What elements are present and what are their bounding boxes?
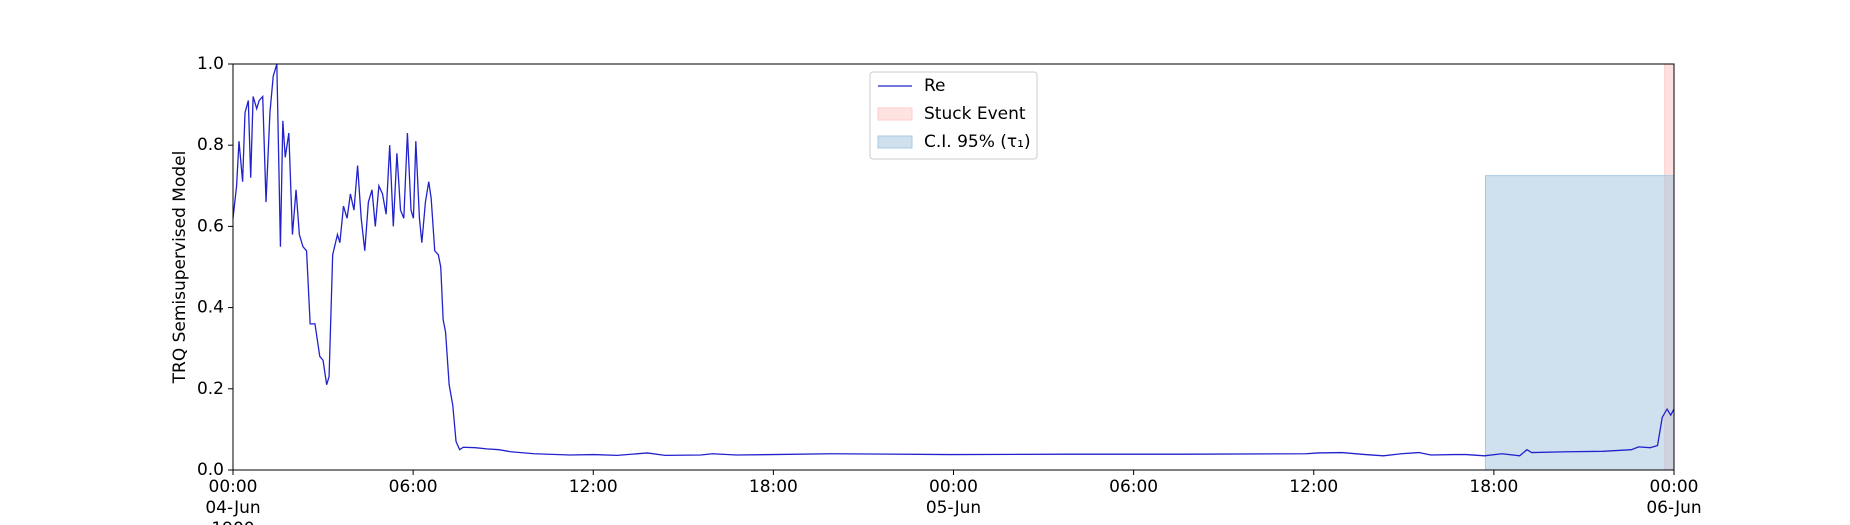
legend-label: Re: [924, 76, 946, 96]
x-tick-label: 00:00 05-Jun: [925, 477, 982, 518]
x-tick-label: 00:00 04-Jun 1900: [205, 477, 261, 525]
x-tick-label: 12:00: [568, 477, 618, 497]
y-tick-label: 0.4: [197, 298, 224, 318]
x-tick-label: 06:00: [388, 477, 438, 497]
x-tick-label: 12:00: [1289, 477, 1339, 497]
span: [1484, 175, 1675, 471]
x-tick-label: 18:00: [748, 477, 798, 497]
x-tick-label: 00:00 06-Jun: [1646, 477, 1702, 518]
y-tick-label: 0.6: [197, 216, 224, 236]
y-tick-label: 1.0: [197, 54, 224, 74]
x-tick-label: 18:00: [1469, 477, 1519, 497]
y-tick-label: 0.8: [197, 135, 224, 155]
line: [232, 63, 1675, 457]
legend-swatch: [877, 135, 913, 149]
legend-label: Stuck Event: [924, 104, 1026, 124]
x-tick-label: 06:00: [1109, 477, 1159, 497]
y-tick-label: 0.0: [197, 460, 224, 480]
legend-label: C.I. 95% (τ₁): [924, 132, 1031, 152]
y-axis-label: TRQ Semisupervised Model: [170, 151, 190, 385]
legend-swatch: [877, 107, 913, 121]
y-tick-label: 0.2: [197, 379, 224, 399]
